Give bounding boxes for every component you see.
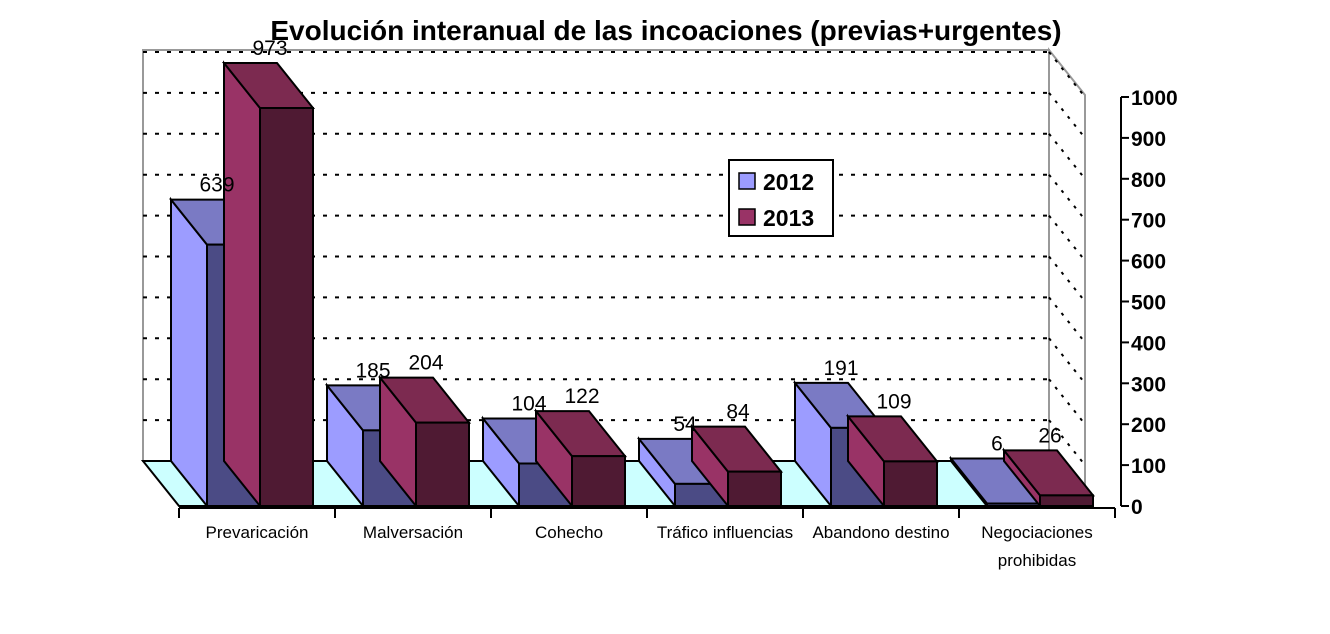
- x-tick-label: Cohecho: [535, 523, 603, 542]
- x-tick-label: Malversación: [363, 523, 463, 542]
- x-tick-label: Tráfico influencias: [657, 523, 793, 542]
- bar-2012-5: [948, 455, 1043, 509]
- y-tick-label: 100: [1131, 455, 1166, 478]
- legend-label-2012: 2012: [763, 169, 814, 195]
- y-tick-label: 1000: [1131, 87, 1178, 110]
- y-tick-label: 900: [1131, 128, 1166, 151]
- data-label-2013-1: 204: [408, 352, 443, 375]
- x-tick-label: Prevaricación: [206, 523, 309, 542]
- y-tick-label: 700: [1131, 210, 1166, 233]
- bar-2013-1: [377, 374, 472, 509]
- chart-title: Evolución interanual de las incoaciones …: [270, 15, 1061, 46]
- data-label-2013-2: 122: [564, 385, 599, 408]
- data-label-2012-4: 191: [823, 357, 858, 380]
- data-label-2013-5: 26: [1038, 424, 1061, 447]
- y-tick-label: 0: [1131, 496, 1143, 519]
- legend-label-2013: 2013: [763, 205, 814, 231]
- x-tick-label: Negociaciones prohibidas: [981, 523, 1093, 570]
- y-tick-label: 800: [1131, 169, 1166, 192]
- data-label-2013-4: 109: [876, 390, 911, 413]
- y-tick-label: 200: [1131, 414, 1166, 437]
- y-tick-label: 600: [1131, 251, 1166, 274]
- bar-2013-5: [1001, 447, 1096, 509]
- data-label-2012-3: 54: [673, 413, 697, 436]
- data-label-2013-3: 84: [726, 401, 750, 424]
- legend-swatch-2013: [738, 208, 756, 226]
- y-tick-label: 400: [1131, 332, 1166, 355]
- data-label-2012-5: 6: [991, 433, 1003, 456]
- y-tick-label: 300: [1131, 373, 1166, 396]
- y-tick-label: 500: [1131, 292, 1166, 315]
- x-tick-label: Abandono destino: [812, 523, 949, 542]
- bar-2013-2: [533, 408, 628, 509]
- data-label-2012-2: 104: [511, 392, 546, 415]
- data-label-2013-0: 973: [252, 37, 287, 60]
- bar-2013-3: [689, 423, 784, 509]
- data-label-2012-0: 639: [199, 174, 234, 197]
- bar-2013-0: [221, 60, 316, 509]
- data-label-2012-1: 185: [355, 359, 390, 382]
- legend-swatch-2012: [738, 172, 756, 190]
- bar-2013-4: [845, 413, 940, 509]
